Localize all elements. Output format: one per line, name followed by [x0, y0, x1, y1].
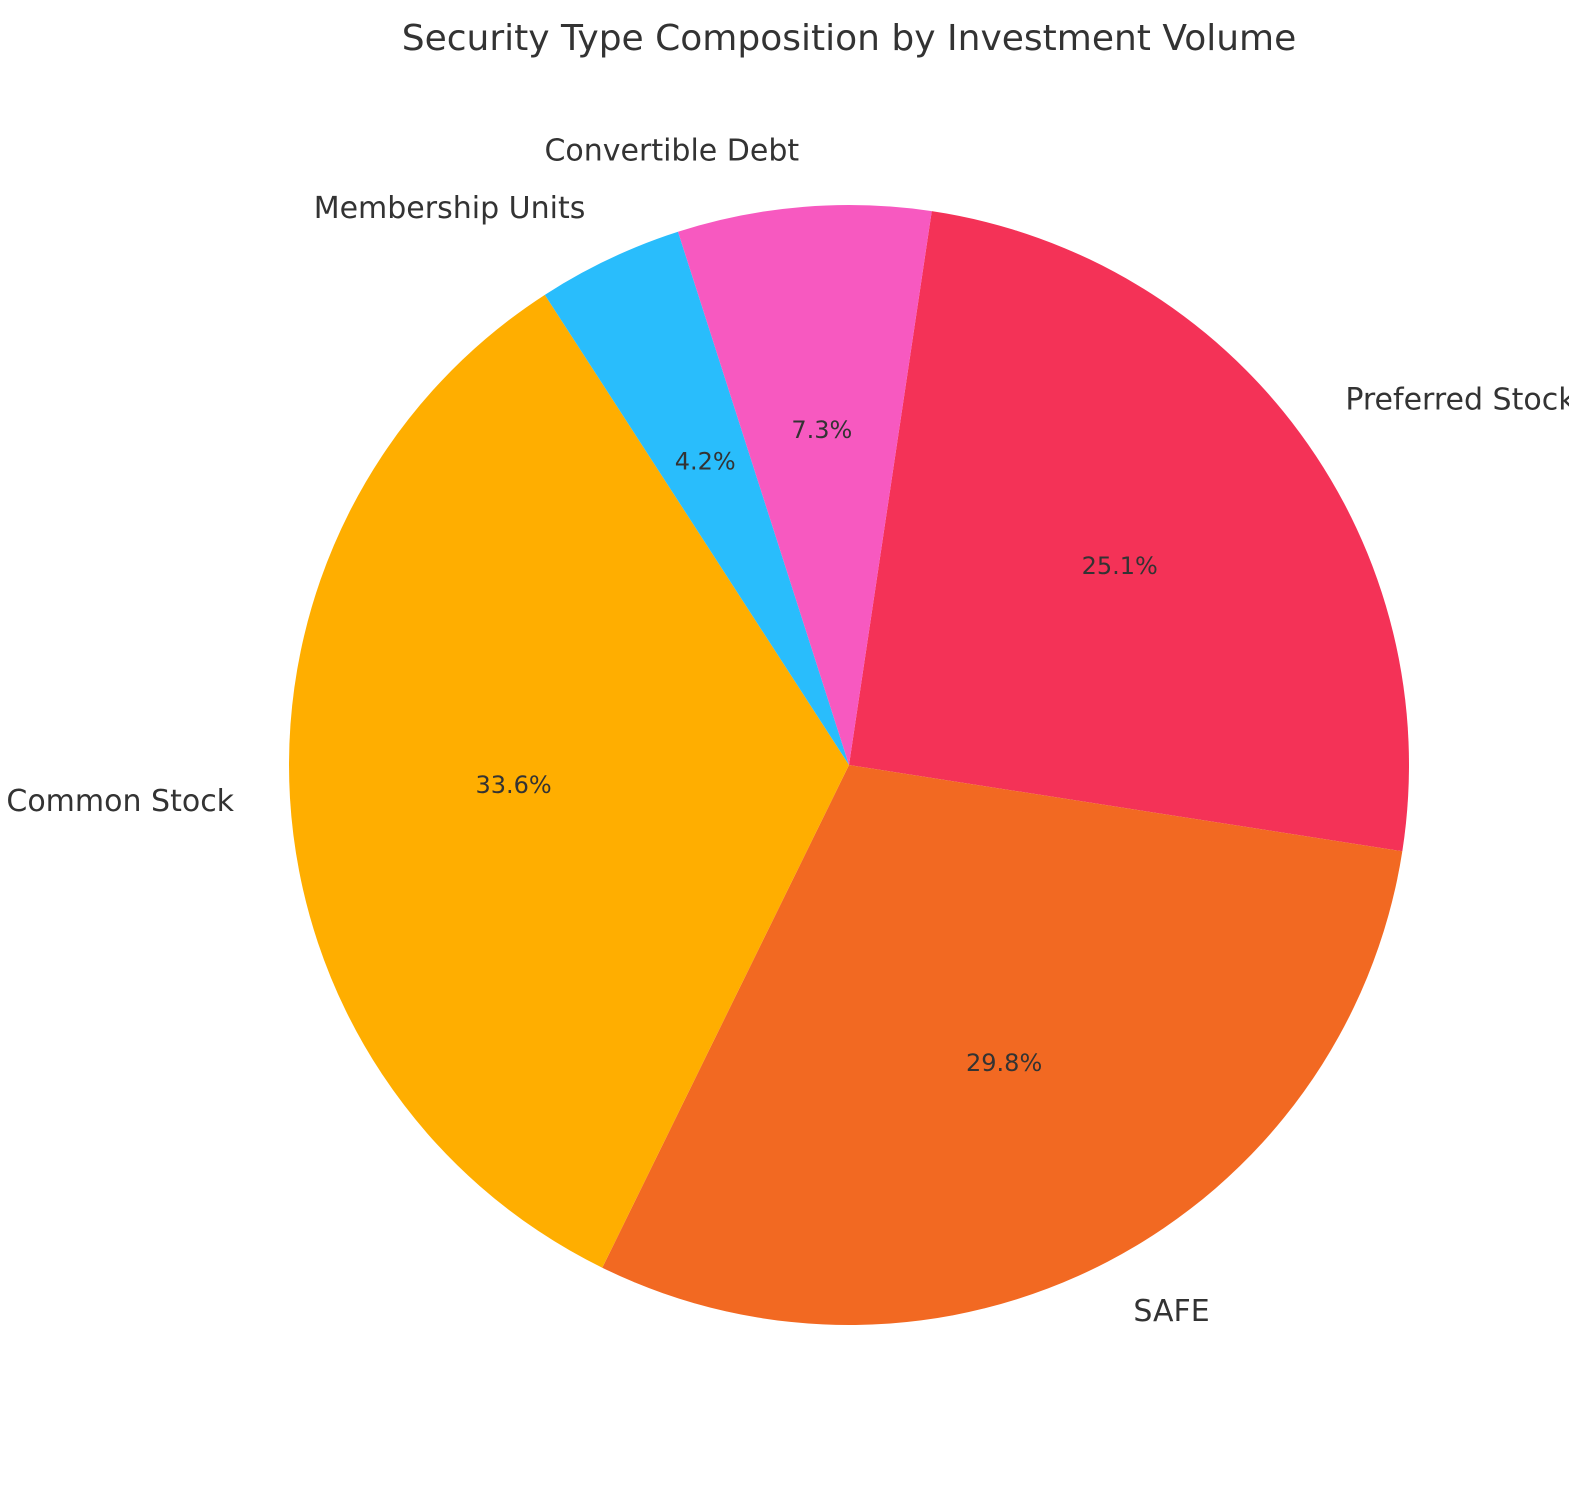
- pie-percent-label-convertible-debt: 7.3%: [791, 416, 852, 444]
- pie-slice-membership-units: [544, 231, 849, 766]
- pie-category-label-common-stock: Common Stock: [6, 784, 234, 819]
- pie-slice-convertible-debt: [677, 205, 932, 766]
- chart-title: Security Type Composition by Investment …: [402, 18, 1297, 59]
- pie-slice-safe: [602, 765, 1403, 1325]
- pie-category-label-safe: SAFE: [1133, 1294, 1209, 1329]
- pie-percent-label-common-stock: 33.6%: [475, 771, 551, 799]
- pie-category-label-preferred-stock: Preferred Stock: [1345, 383, 1569, 418]
- pie-slices: [289, 205, 1410, 1325]
- pie-category-labels: Preferred Stock SAFE Common Stock Membershi…: [6, 134, 1569, 1329]
- pie-slice-preferred-stock: [849, 211, 1410, 852]
- pie-category-label-membership-units: Membership Units: [314, 191, 586, 226]
- pie-slice-common-stock: [289, 294, 849, 1268]
- pie-category-label-convertible-debt: Convertible Debt: [544, 134, 799, 169]
- pie-percent-label-membership-units: 4.2%: [675, 447, 736, 475]
- pie-percent-labels: 25.1% 29.8% 33.6% 4.2% 7.3%: [475, 416, 1157, 1077]
- pie-percent-label-safe: 29.8%: [966, 1049, 1042, 1077]
- pie-percent-label-preferred-stock: 25.1%: [1082, 552, 1158, 580]
